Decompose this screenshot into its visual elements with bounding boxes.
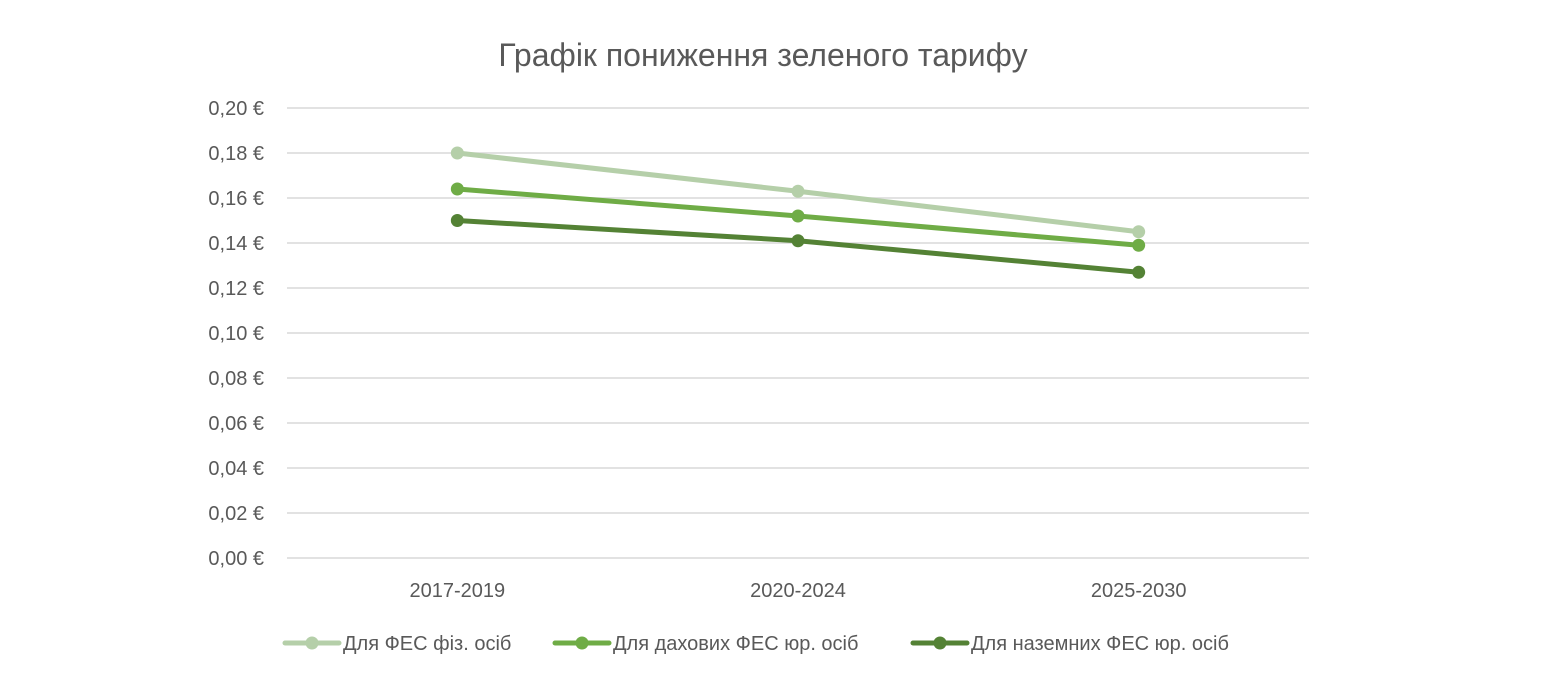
y-tick-label: 0,18 € <box>208 143 264 165</box>
data-point <box>450 146 464 160</box>
legend-item: Для наземних ФЕС юр. осіб <box>910 633 1229 655</box>
y-tick-label: 0,10 € <box>208 323 264 345</box>
gridlines <box>287 107 1309 559</box>
data-point <box>450 182 464 196</box>
y-tick-label: 0,00 € <box>208 548 264 570</box>
legend-item: Для дахових ФЕС юр. осіб <box>552 633 858 655</box>
y-tick-label: 0,16 € <box>208 188 264 210</box>
y-tick-label: 0,08 € <box>208 368 264 390</box>
x-axis-tick-labels: 2017-2019 2020-2024 2025-2030 <box>410 580 1187 602</box>
series-3 <box>450 214 1146 279</box>
data-point <box>450 214 464 227</box>
data-point <box>791 184 805 198</box>
y-tick-label: 0,06 € <box>208 413 264 435</box>
y-tick-label: 0,20 € <box>208 98 264 120</box>
legend-label: Для ФЕС фіз. осіб <box>343 633 511 655</box>
x-tick-label: 2020-2024 <box>750 580 846 602</box>
y-tick-label: 0,14 € <box>208 233 264 255</box>
data-point <box>791 209 805 223</box>
series-lines <box>450 146 1146 279</box>
legend-label: Для наземних ФЕС юр. осіб <box>971 633 1229 655</box>
y-tick-label: 0,12 € <box>208 278 264 300</box>
legend-label: Для дахових ФЕС юр. осіб <box>613 633 858 655</box>
y-axis-tick-labels: 0,00 € 0,02 € 0,04 € 0,06 € 0,08 € 0,10 € 0,12… <box>208 98 264 570</box>
x-tick-label: 2025-2030 <box>1091 580 1187 602</box>
chart-title: Графік пониження зеленого тарифу <box>498 37 1027 73</box>
series-1 <box>450 146 1146 239</box>
data-point <box>791 234 805 248</box>
data-point <box>1132 225 1146 239</box>
y-tick-label: 0,04 € <box>208 458 264 480</box>
legend-swatch-marker <box>575 636 589 650</box>
legend-item: Для ФЕС фіз. осіб <box>282 633 511 655</box>
data-point <box>1132 238 1146 252</box>
series-2 <box>450 182 1146 252</box>
legend: Для ФЕС фіз. осіб Для дахових ФЕС юр. осі… <box>282 633 1229 655</box>
y-tick-label: 0,02 € <box>208 503 264 525</box>
legend-swatch-marker <box>305 636 319 650</box>
legend-swatch-marker <box>933 636 947 650</box>
data-point <box>1132 265 1146 279</box>
x-tick-label: 2017-2019 <box>410 580 506 602</box>
